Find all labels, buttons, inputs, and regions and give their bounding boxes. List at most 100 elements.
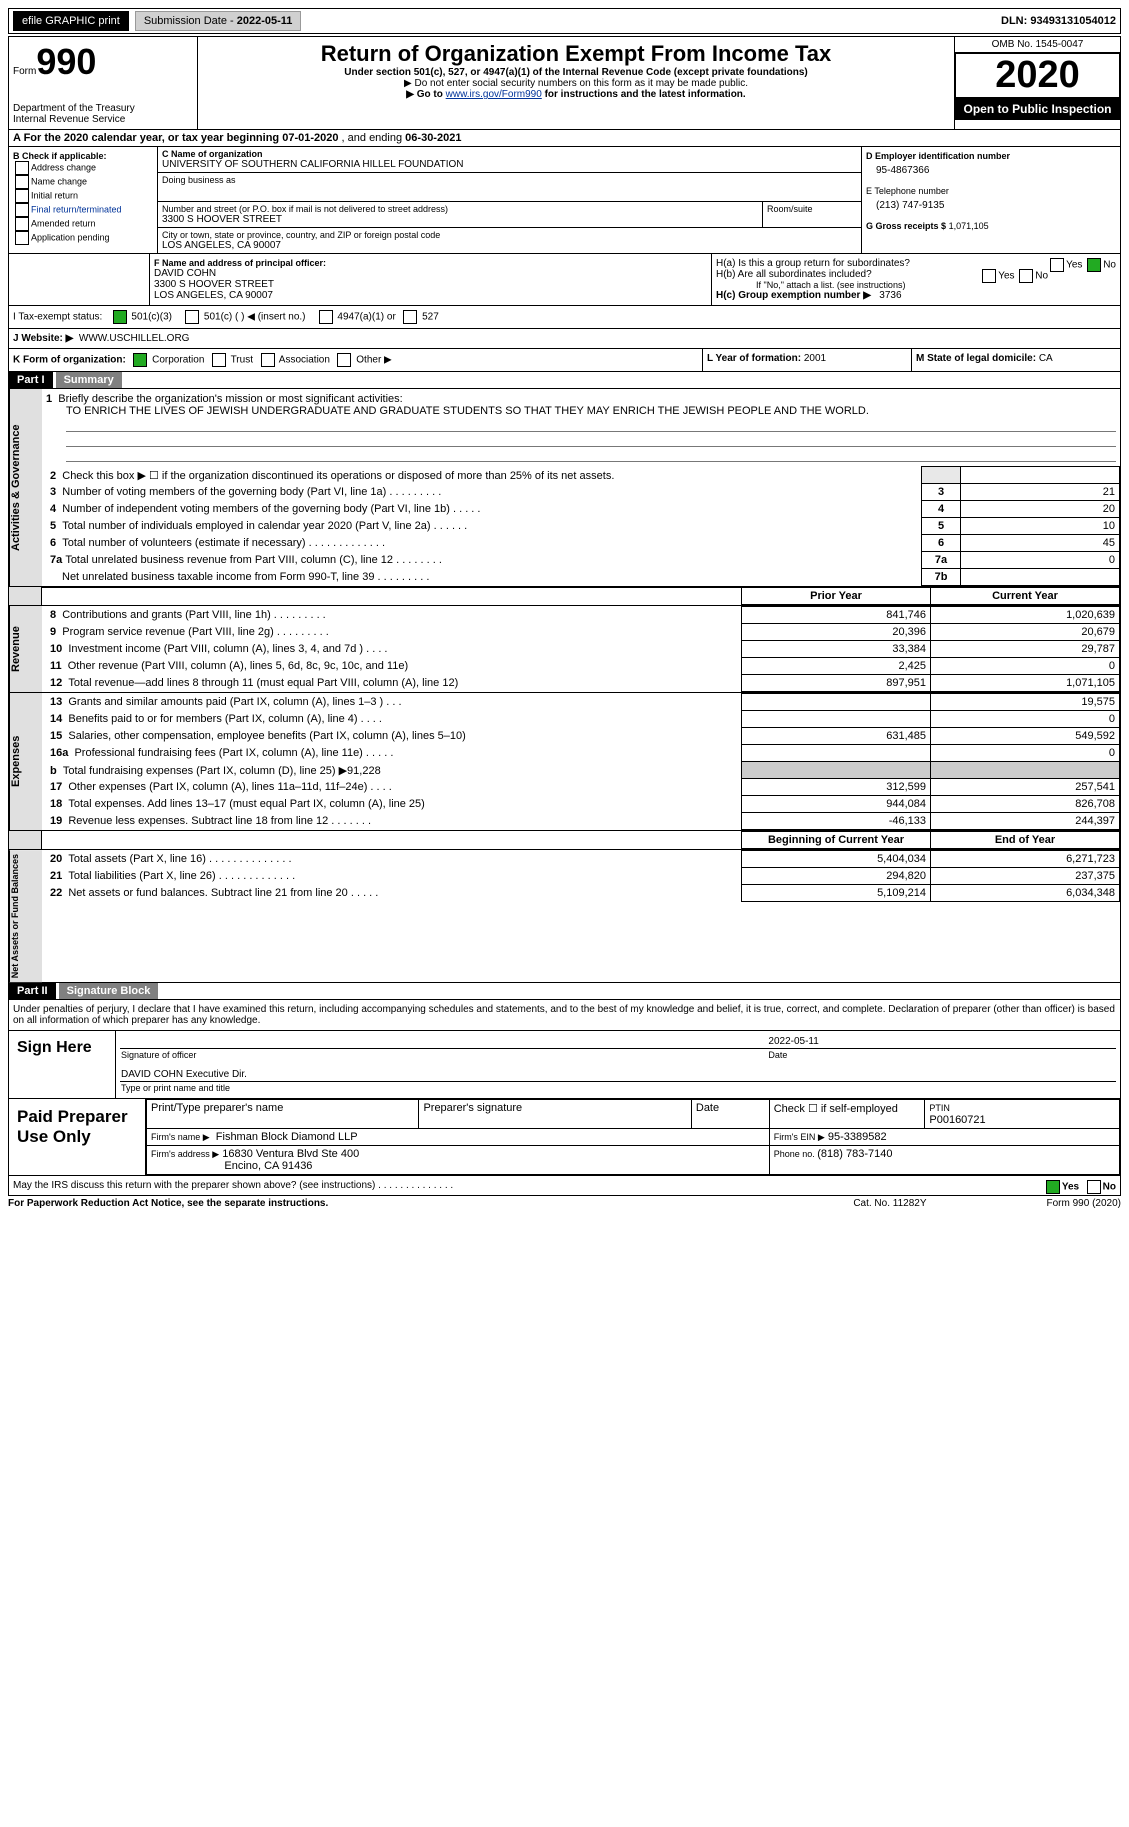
omb-label: OMB No. 1545-0047 xyxy=(955,37,1120,53)
k-trust-checkbox[interactable] xyxy=(212,353,226,367)
l7a: Total unrelated business revenue from Pa… xyxy=(65,554,442,566)
phone-label: Phone no. xyxy=(774,1149,818,1159)
discuss-yes-checkbox[interactable] xyxy=(1046,1180,1060,1194)
table-row: 21 Total liabilities (Part X, line 26) .… xyxy=(42,868,1120,885)
l1-label: Briefly describe the organization's miss… xyxy=(58,393,402,405)
revenue-label: Revenue xyxy=(9,606,42,692)
boxe-label: E Telephone number xyxy=(866,186,1116,196)
table-row: 16a Professional fundraising fees (Part … xyxy=(42,745,1120,762)
firm-label: Firm's name ▶ xyxy=(151,1132,210,1142)
firm-addr2: Encino, CA 91436 xyxy=(224,1160,312,1172)
checkbox-initial-return[interactable] xyxy=(15,189,29,203)
declaration: Under penalties of perjury, I declare th… xyxy=(8,1000,1121,1031)
website: WWW.USCHILLEL.ORG xyxy=(79,333,190,344)
instructions-link[interactable]: www.irs.gov/Form990 xyxy=(446,89,542,100)
k-other-checkbox[interactable] xyxy=(337,353,351,367)
netassets-label: Net Assets or Fund Balances xyxy=(9,850,42,982)
checkbox-app-pending[interactable] xyxy=(15,231,29,245)
ha-no-checkbox[interactable] xyxy=(1087,258,1101,272)
boxm-value: CA xyxy=(1039,353,1053,364)
date-label: Date xyxy=(767,1049,1116,1062)
v7a: 0 xyxy=(961,552,1120,569)
dept-label: Department of the Treasury xyxy=(13,103,193,114)
501c3-checkbox[interactable] xyxy=(113,310,127,324)
hc-value: 3736 xyxy=(879,290,901,301)
table-row: 8 Contributions and grants (Part VIII, l… xyxy=(42,607,1120,624)
mission-text: TO ENRICH THE LIVES OF JEWISH UNDERGRADU… xyxy=(66,405,1116,417)
cat-no: Cat. No. 11282Y xyxy=(853,1198,926,1209)
table-row: 9 Program service revenue (Part VIII, li… xyxy=(42,624,1120,641)
table-row: 18 Total expenses. Add lines 13–17 (must… xyxy=(42,796,1120,813)
hb-yes: Yes xyxy=(998,271,1014,282)
prep-h1: Print/Type preparer's name xyxy=(147,1100,419,1129)
ptin: P00160721 xyxy=(929,1114,985,1126)
l4: Number of independent voting members of … xyxy=(62,503,480,515)
firm-name: Fishman Block Diamond LLP xyxy=(216,1131,358,1143)
checkbox-final-return[interactable] xyxy=(15,203,29,217)
hb-note: If "No," attach a list. (see instruction… xyxy=(756,280,1116,290)
discuss-no-checkbox[interactable] xyxy=(1087,1180,1101,1194)
4947-checkbox[interactable] xyxy=(319,310,333,324)
efile-print-button[interactable]: efile GRAPHIC print xyxy=(13,11,129,31)
k-corp-checkbox[interactable] xyxy=(133,353,147,367)
submission-date-button[interactable]: Submission Date - 2022-05-11 xyxy=(135,11,302,31)
boxb-4: Amended return xyxy=(31,218,96,228)
col-end: End of Year xyxy=(995,834,1055,846)
form-number: 990 xyxy=(36,41,96,82)
hb-no: No xyxy=(1035,271,1048,282)
sig-label: Signature of officer xyxy=(120,1049,767,1062)
table-row: 19 Revenue less expenses. Subtract line … xyxy=(42,813,1120,830)
527-checkbox[interactable] xyxy=(403,310,417,324)
i-o3: 4947(a)(1) or xyxy=(337,312,395,323)
discuss-yes: Yes xyxy=(1062,1182,1079,1193)
v3: 21 xyxy=(961,484,1120,501)
hb-no-checkbox[interactable] xyxy=(1019,269,1033,283)
part1-title: Summary xyxy=(56,372,122,388)
ha-yes: Yes xyxy=(1066,260,1082,271)
col-prior: Prior Year xyxy=(810,590,862,602)
ha-yes-checkbox[interactable] xyxy=(1050,258,1064,272)
boxf-label: F Name and address of principal officer: xyxy=(154,258,326,268)
part1-tab: Part I xyxy=(9,372,53,388)
checkbox-name-change[interactable] xyxy=(15,175,29,189)
note2-post: for instructions and the latest informat… xyxy=(542,89,746,100)
boxj-label: J Website: ▶ xyxy=(13,333,73,344)
tax-year: 2020 xyxy=(955,53,1120,98)
firm-phone: (818) 783-7140 xyxy=(817,1148,892,1160)
street-label: Number and street (or P.O. box if mail i… xyxy=(162,204,758,214)
501c-checkbox[interactable] xyxy=(185,310,199,324)
name-label: Type or print name and title xyxy=(120,1082,1116,1095)
form-note1: ▶ Do not enter social security numbers o… xyxy=(204,78,948,89)
v5: 10 xyxy=(961,518,1120,535)
table-row: 13 Grants and similar amounts paid (Part… xyxy=(42,694,1120,711)
hb-label: H(b) Are all subordinates included? xyxy=(716,269,872,280)
ein: 95-4867366 xyxy=(876,165,1116,176)
table-row: 22 Net assets or fund balances. Subtract… xyxy=(42,885,1120,902)
city: LOS ANGELES, CA 90007 xyxy=(162,240,857,251)
table-row: 15 Salaries, other compensation, employe… xyxy=(42,728,1120,745)
boxl-value: 2001 xyxy=(804,353,826,364)
l2: Check this box ▶ ☐ if the organization d… xyxy=(62,470,614,482)
form-title: Return of Organization Exempt From Incom… xyxy=(204,41,948,67)
hc-label: H(c) Group exemption number ▶ xyxy=(716,290,871,301)
table-row: 17 Other expenses (Part IX, column (A), … xyxy=(42,779,1120,796)
prep-h3: Date xyxy=(691,1100,769,1129)
phone: (213) 747-9135 xyxy=(876,200,1116,211)
officer-sig-name: DAVID COHN Executive Dir. xyxy=(120,1061,1116,1082)
col-curr: Current Year xyxy=(992,590,1058,602)
activities-label: Activities & Governance xyxy=(9,389,42,586)
table-row: 11 Other revenue (Part VIII, column (A),… xyxy=(42,658,1120,675)
paid-preparer-label: Paid Preparer Use Only xyxy=(9,1099,146,1175)
checkbox-amended[interactable] xyxy=(15,217,29,231)
discuss-text: May the IRS discuss this return with the… xyxy=(13,1180,453,1191)
boxi-label: I Tax-exempt status: xyxy=(13,312,102,323)
boxm-label: M State of legal domicile: xyxy=(916,353,1039,364)
form-subtitle: Under section 501(c), 527, or 4947(a)(1)… xyxy=(204,67,948,78)
boxb-5: Application pending xyxy=(31,232,110,242)
hb-yes-checkbox[interactable] xyxy=(982,269,996,283)
checkbox-address-change[interactable] xyxy=(15,161,29,175)
k-assoc-checkbox[interactable] xyxy=(261,353,275,367)
boxb-2: Initial return xyxy=(31,190,78,200)
form-label: Form xyxy=(13,66,36,77)
sign-here-label: Sign Here xyxy=(9,1031,116,1098)
